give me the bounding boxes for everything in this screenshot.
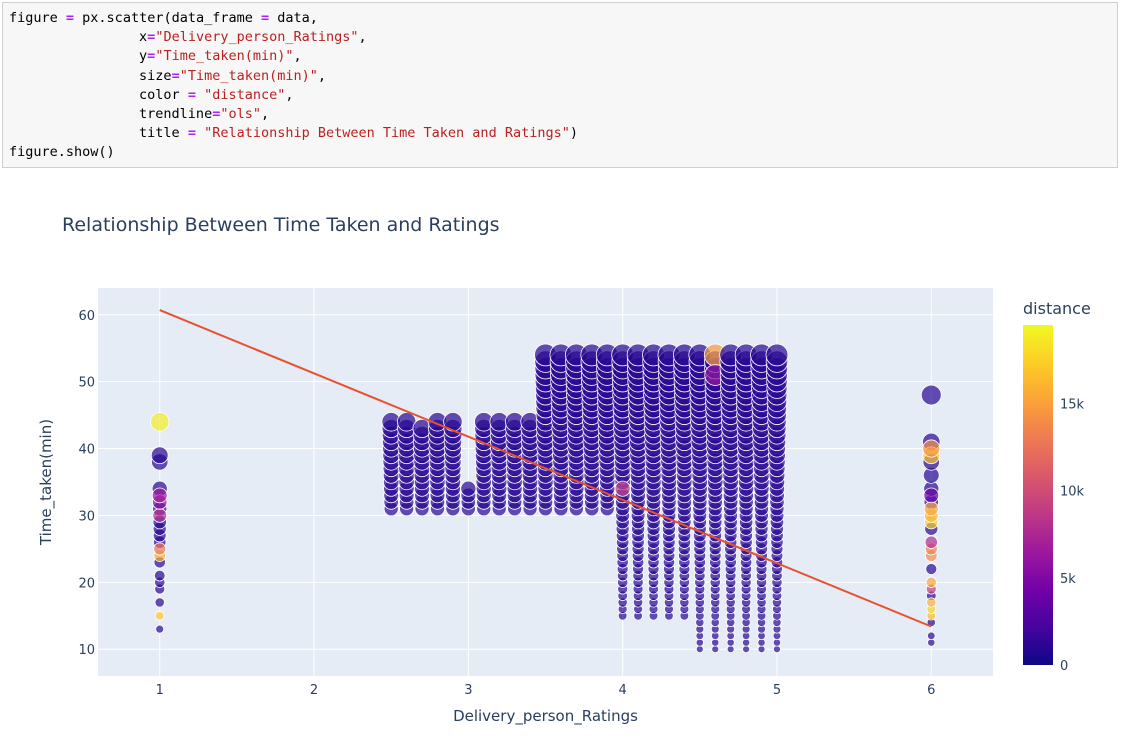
code-token: , xyxy=(317,67,327,84)
code-token: data, xyxy=(269,10,318,26)
code-operator: = xyxy=(147,48,156,65)
x-tick-label: 6 xyxy=(927,683,935,698)
code-string: "ols" xyxy=(220,106,261,123)
colorbar-tick-label: 15k xyxy=(1060,397,1085,412)
scatter-point[interactable] xyxy=(923,487,940,504)
code-token: , xyxy=(293,48,302,65)
colorbar-title: distance xyxy=(1023,299,1091,318)
y-tick-label: 50 xyxy=(78,376,95,391)
code-string: "Time_taken(min)" xyxy=(155,48,294,65)
scatter-point[interactable] xyxy=(922,439,941,458)
code-token xyxy=(196,87,204,103)
x-axis-label: Delivery_person_Ratings xyxy=(453,707,638,726)
scatter-point[interactable] xyxy=(151,487,168,504)
chart-title: Relationship Between Time Taken and Rati… xyxy=(62,214,500,236)
code-token: size xyxy=(9,67,172,84)
scatter-point[interactable] xyxy=(924,535,938,549)
scatter-point[interactable] xyxy=(757,645,766,654)
scatter-point[interactable] xyxy=(154,611,165,621)
code-string: "distance" xyxy=(204,86,286,103)
code-string: "Time_taken(min)" xyxy=(179,67,318,84)
scatter-point[interactable] xyxy=(153,542,167,556)
code-token: figure xyxy=(9,10,66,26)
scatter-point[interactable] xyxy=(614,480,631,497)
scatter-point[interactable] xyxy=(150,412,170,432)
code-token: y xyxy=(9,48,148,65)
x-tick-label: 4 xyxy=(619,683,627,698)
scatter-point[interactable] xyxy=(460,480,477,497)
x-tick-label: 1 xyxy=(156,683,164,698)
chart: Relationship Between Time Taken and Rati… xyxy=(0,180,1126,748)
code-token: x xyxy=(9,29,148,46)
y-axis-label: Time_taken(min) xyxy=(37,419,56,546)
colorbar-tick-label: 5k xyxy=(1060,572,1076,587)
scatter-point[interactable] xyxy=(152,508,168,523)
code-operator: = xyxy=(171,67,180,84)
code-token: ) xyxy=(569,125,578,142)
x-tick-label: 3 xyxy=(464,683,472,698)
code-token: , xyxy=(358,29,367,46)
code-token: figure.show() xyxy=(9,144,115,161)
colorbar[interactable] xyxy=(1023,325,1053,665)
code-token: , xyxy=(285,86,294,103)
code-operator: = xyxy=(187,86,196,103)
code-string: "Relationship Between Time Taken and Rat… xyxy=(204,125,570,142)
scatter-point[interactable] xyxy=(923,501,939,517)
points[interactable] xyxy=(150,343,942,654)
trendline[interactable] xyxy=(159,309,932,628)
code-text[interactable]: figure = px.scatter(data_frame = data, x… xyxy=(3,3,1117,163)
scatter-point[interactable] xyxy=(925,576,937,588)
colorbar-tick-label: 10k xyxy=(1060,485,1085,500)
code-token: , xyxy=(260,106,270,123)
y-tick-label: 40 xyxy=(78,443,95,458)
scatter-point[interactable] xyxy=(153,569,166,582)
y-tick-label: 30 xyxy=(78,509,95,524)
y-tick-label: 60 xyxy=(78,309,95,324)
colorbar-ticks: 0 5k 10k 15k xyxy=(1060,397,1085,674)
code-token: color xyxy=(9,86,188,103)
tick-labels: 1 2 3 4 5 6 10 20 30 40 50 60 xyxy=(78,309,935,698)
x-tick-label: 5 xyxy=(773,683,781,698)
code-token xyxy=(196,125,204,141)
scatter-point[interactable] xyxy=(711,645,720,654)
scatter-point[interactable] xyxy=(155,624,165,634)
code-cell[interactable]: figure = px.scatter(data_frame = data, x… xyxy=(2,2,1118,168)
scatter-point[interactable] xyxy=(925,563,938,575)
chart-svg: Relationship Between Time Taken and Rati… xyxy=(37,214,1091,726)
code-token: title xyxy=(9,125,188,142)
scatter-point[interactable] xyxy=(742,645,751,654)
scatter-point[interactable] xyxy=(695,645,704,654)
scatter-point[interactable] xyxy=(150,446,169,465)
code-token: px.scatter(data_frame xyxy=(74,10,261,26)
scatter-point[interactable] xyxy=(726,645,735,654)
scatter-point[interactable] xyxy=(154,597,165,608)
code-operator: = xyxy=(147,29,156,46)
code-operator: = xyxy=(212,106,221,123)
x-tick-label: 2 xyxy=(310,683,318,698)
scatter-point[interactable] xyxy=(927,631,936,641)
scatter-point[interactable] xyxy=(926,597,937,608)
code-operator: = xyxy=(260,10,270,26)
y-tick-label: 20 xyxy=(78,576,95,591)
code-operator: = xyxy=(187,125,196,142)
code-string: "Delivery_person_Ratings" xyxy=(155,29,359,46)
scatter-point[interactable] xyxy=(920,384,942,406)
code-operator: = xyxy=(65,10,75,26)
scatter-point[interactable] xyxy=(773,645,781,654)
scatter-point[interactable] xyxy=(765,343,789,367)
code-token: trendline xyxy=(9,106,213,123)
y-tick-label: 10 xyxy=(78,643,95,658)
colorbar-tick-label: 0 xyxy=(1060,659,1068,674)
